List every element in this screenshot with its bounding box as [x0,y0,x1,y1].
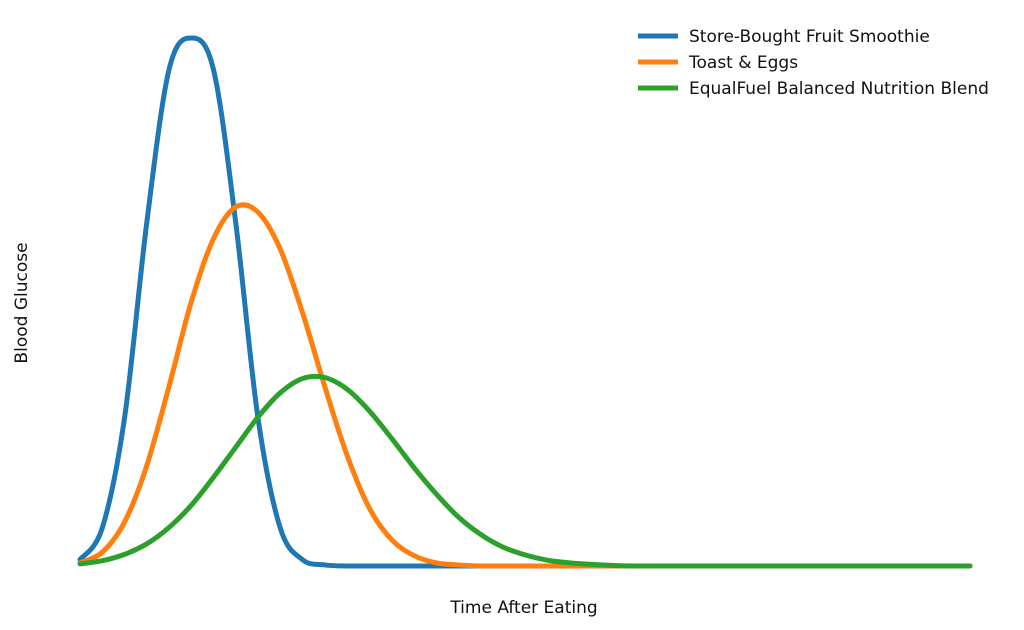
y-axis-label: Blood Glucose [12,242,32,363]
series-line-3 [77,373,973,569]
x-axis-label: Time After Eating [449,598,597,618]
legend-label-3: EqualFuel Balanced Nutrition Blend [689,79,989,99]
series-line-2 [77,202,973,569]
legend-label-1: Store-Bought Fruit Smoothie [689,27,930,47]
series-line-1 [77,35,973,569]
legend: Store-Bought Fruit Smoothie Toast & Eggs E… [638,27,989,99]
legend-label-2: Toast & Eggs [688,53,798,73]
plot-area [77,35,973,569]
